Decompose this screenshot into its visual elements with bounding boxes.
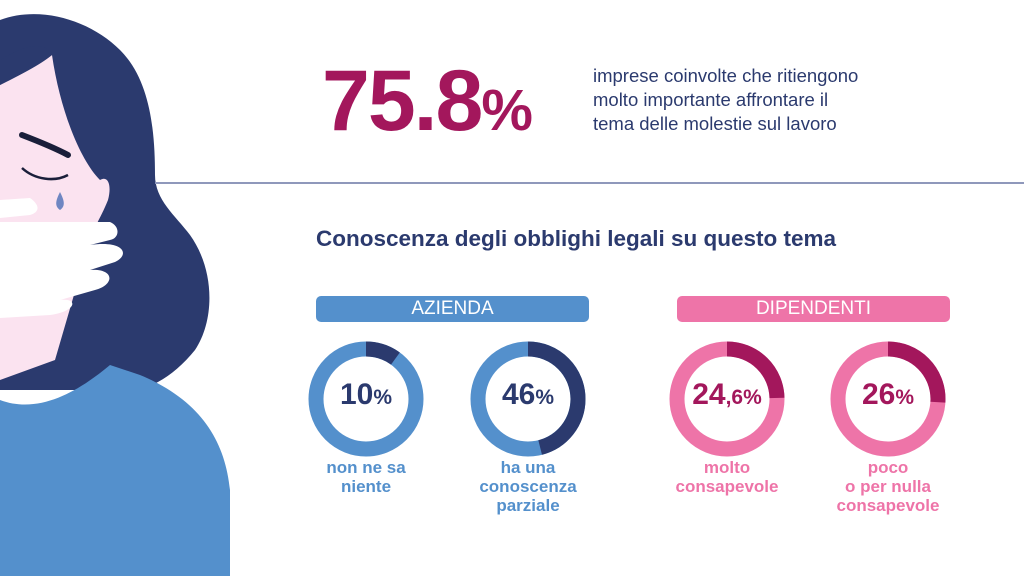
donut-value-label: 46% bbox=[501, 378, 555, 411]
dipendenti-header: DIPENDENTI bbox=[677, 296, 950, 322]
woman-covered-mouth-illustration bbox=[0, 14, 230, 576]
donut-chart bbox=[669, 341, 785, 457]
divider bbox=[155, 182, 1024, 184]
donut-value-label: 10% bbox=[339, 378, 393, 411]
donut-category-label: non ne sa niente bbox=[326, 458, 406, 496]
section-title: Conoscenza degli obblighi legali su ques… bbox=[316, 226, 837, 251]
donut-chart bbox=[830, 341, 946, 457]
donut-value-label: 26% bbox=[861, 378, 915, 411]
donut-chart bbox=[470, 341, 586, 457]
donut-category-label: molto consapevole bbox=[675, 458, 779, 496]
azienda-header: AZIENDA bbox=[316, 296, 589, 322]
donut-value-label: 24,6% bbox=[692, 378, 762, 411]
headline-percentage: 75.8% bbox=[322, 53, 533, 149]
donut-segment bbox=[669, 341, 785, 457]
donut-segment bbox=[470, 341, 586, 457]
donut-segment bbox=[830, 341, 946, 457]
donut-category-label: ha una conoscenza parziale bbox=[479, 458, 577, 515]
donut-segment bbox=[308, 341, 424, 457]
donut-chart bbox=[308, 341, 424, 457]
headline-description: imprese coinvolte che ritiengono molto i… bbox=[593, 65, 859, 134]
donut-category-label: poco o per nulla consapevole bbox=[836, 458, 940, 515]
